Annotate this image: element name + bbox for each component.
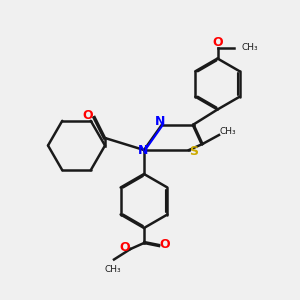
- Text: O: O: [212, 36, 223, 49]
- Text: O: O: [159, 238, 170, 251]
- Text: S: S: [189, 145, 198, 158]
- Text: N: N: [155, 115, 166, 128]
- Text: CH₃: CH₃: [242, 44, 258, 52]
- Text: N: N: [138, 143, 148, 157]
- Text: O: O: [82, 109, 93, 122]
- Text: O: O: [120, 241, 130, 254]
- Text: CH₃: CH₃: [104, 265, 121, 274]
- Text: CH₃: CH₃: [220, 127, 236, 136]
